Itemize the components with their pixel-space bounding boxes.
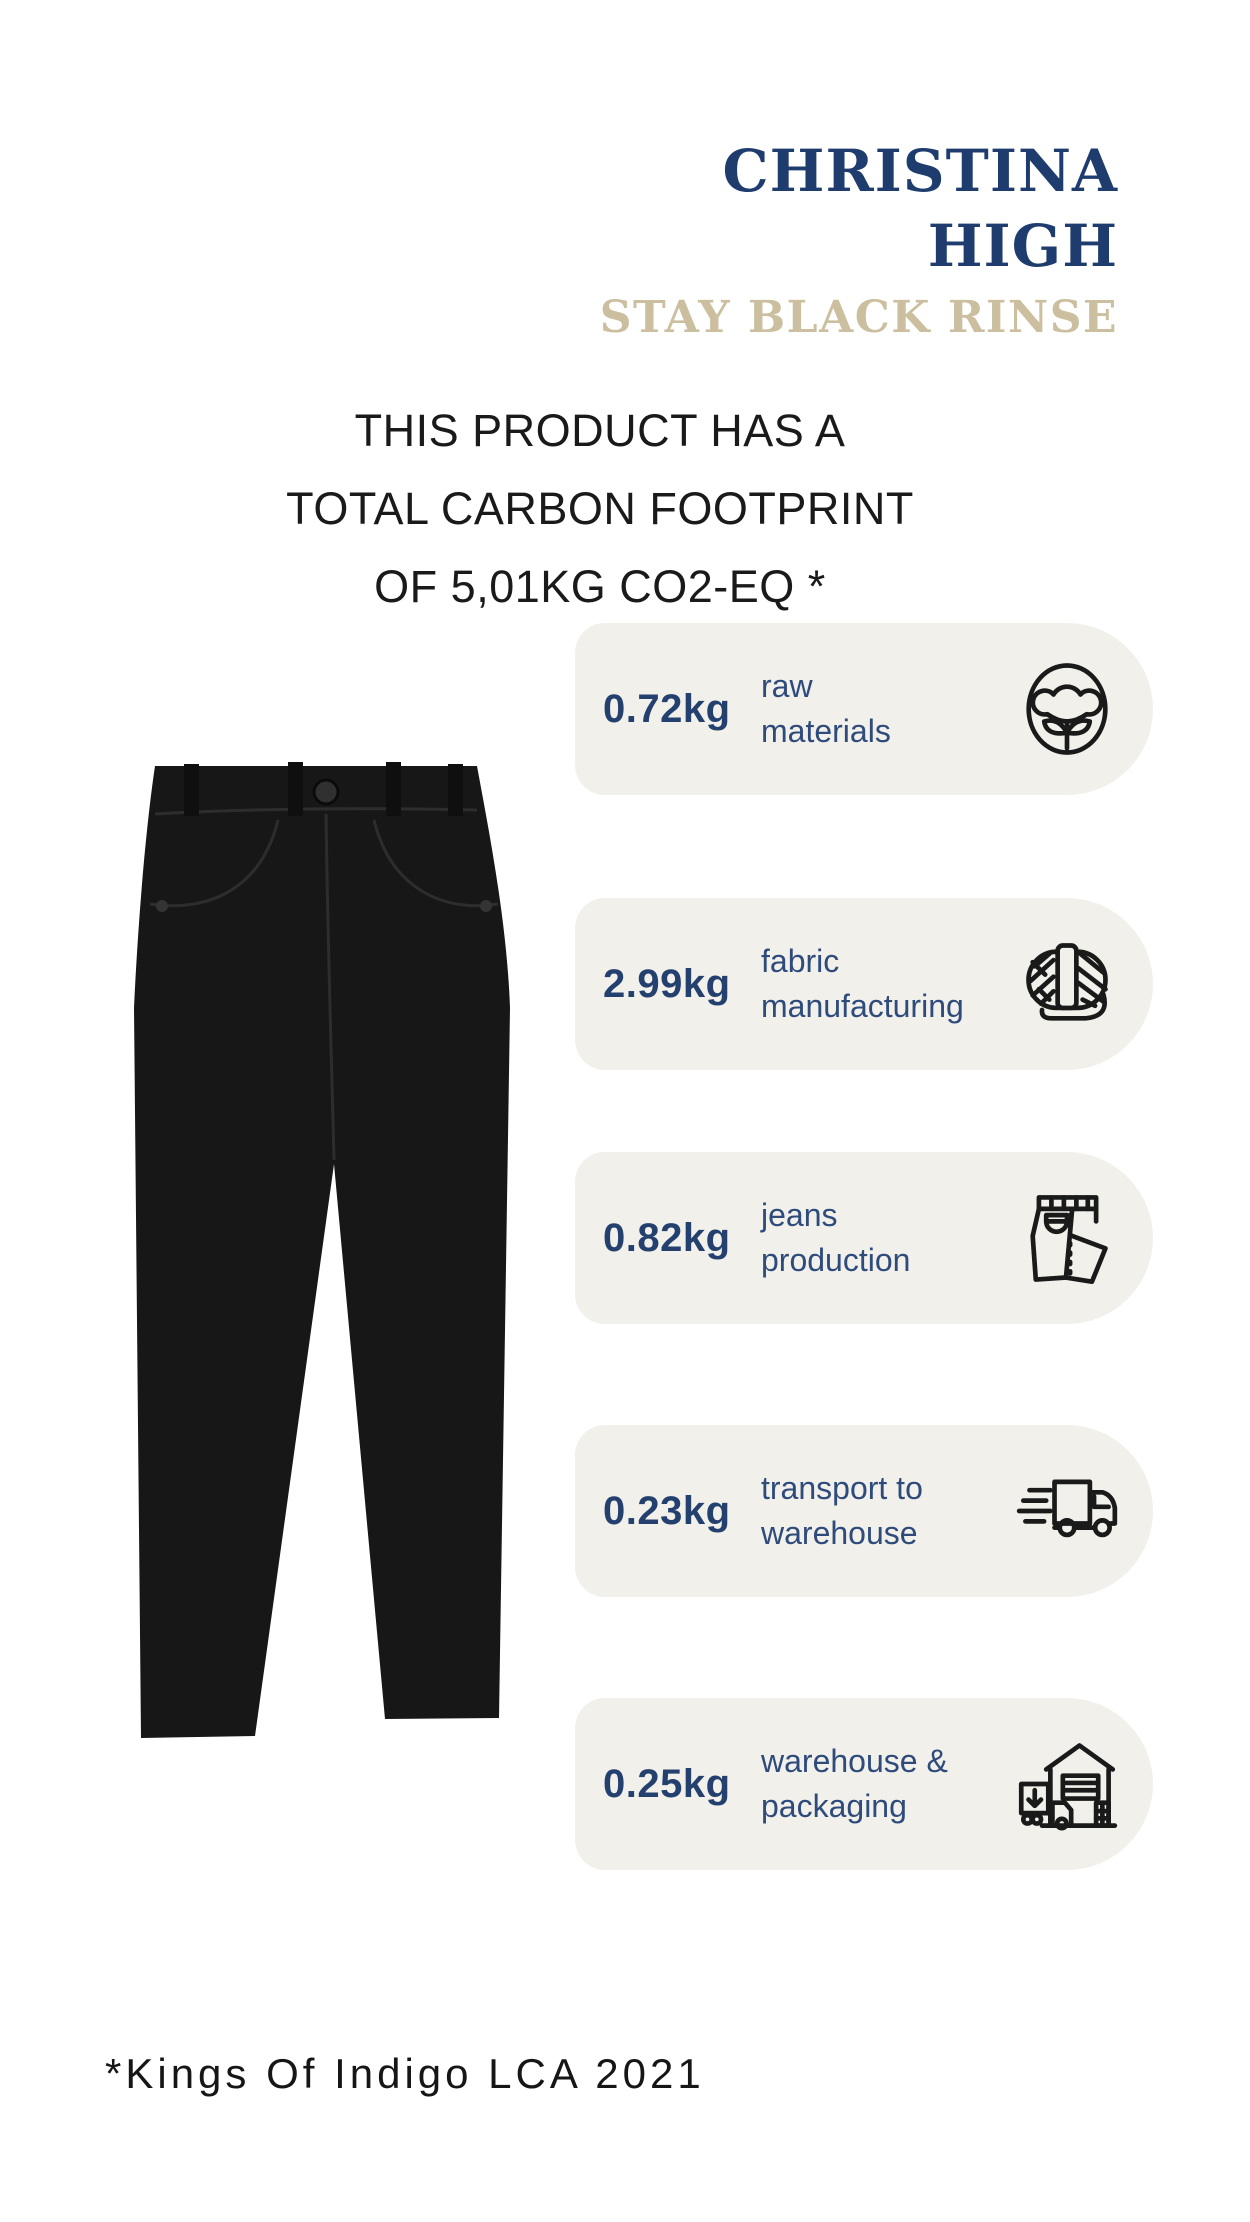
- headline-line3: OF 5,01KG CO2-EQ *: [374, 561, 826, 612]
- product-title-line1: CHRISTINA: [722, 137, 1118, 205]
- lca-source-note: *Kings Of Indigo LCA 2021: [105, 2050, 705, 2097]
- product-title-block: CHRISTINA HIGH STAY BLACK RINSE: [600, 134, 1118, 343]
- jeans-icon: [1013, 1179, 1121, 1297]
- breakdown-card-fabric-manufacturing: 2.99kg fabric manufacturing: [575, 898, 1153, 1070]
- breakdown-card-transport: 0.23kg transport to warehouse: [575, 1425, 1153, 1597]
- delivery-truck-icon: [1013, 1452, 1121, 1570]
- breakdown-card-warehouse-packaging: 0.25kg warehouse & packaging: [575, 1698, 1153, 1870]
- breakdown-card-jeans-production: 0.82kg jeans production: [575, 1152, 1153, 1324]
- total-footprint-headline: THIS PRODUCT HAS A TOTAL CARBON FOOTPRIN…: [175, 392, 1025, 626]
- headline-line1: THIS PRODUCT HAS A: [354, 405, 846, 456]
- stage-label: transport to warehouse: [761, 1470, 923, 1551]
- stage-label: raw materials: [761, 668, 891, 749]
- stage-label: warehouse & packaging: [761, 1743, 948, 1824]
- emission-value: 0.72kg: [603, 686, 731, 731]
- emission-value: 0.23kg: [603, 1488, 731, 1533]
- breakdown-card-raw-materials: 0.72kg raw materials: [575, 623, 1153, 795]
- black-jeans-image: [128, 756, 520, 1756]
- yarn-ball-icon: [1013, 925, 1121, 1043]
- warehouse-icon: [1013, 1725, 1121, 1843]
- emission-value: 2.99kg: [603, 961, 731, 1006]
- emission-value: 0.25kg: [603, 1761, 731, 1806]
- headline-line2: TOTAL CARBON FOOTPRINT: [286, 483, 914, 534]
- jeans-silhouette: [134, 762, 510, 1738]
- product-colorway-subtitle: STAY BLACK RINSE: [599, 292, 1118, 343]
- emission-value: 0.82kg: [603, 1215, 731, 1260]
- product-title-line2: HIGH: [927, 212, 1118, 280]
- stage-label: fabric manufacturing: [761, 943, 964, 1024]
- stage-label: jeans production: [761, 1197, 911, 1278]
- cotton-icon: [1013, 650, 1121, 768]
